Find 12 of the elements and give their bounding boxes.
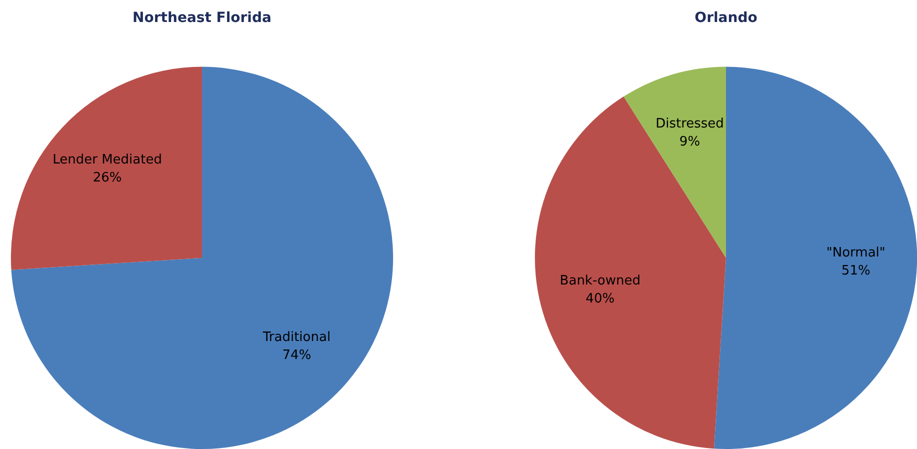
chart-title: Northeast Florida [132, 10, 272, 26]
data-label: 26% [92, 170, 122, 186]
chart-title: Orlando [694, 10, 758, 26]
slice-label: "Normal" [826, 245, 886, 260]
slice-label: Lender Mediated [52, 152, 162, 168]
data-label: 74% [282, 348, 312, 364]
data-label: 51% [841, 263, 870, 278]
data-label: 9% [679, 134, 700, 150]
slice-label: Traditional [262, 330, 331, 346]
data-label: 40% [586, 292, 615, 307]
slice-label: Bank-owned [560, 274, 640, 289]
slice-label: Distressed [656, 116, 724, 132]
